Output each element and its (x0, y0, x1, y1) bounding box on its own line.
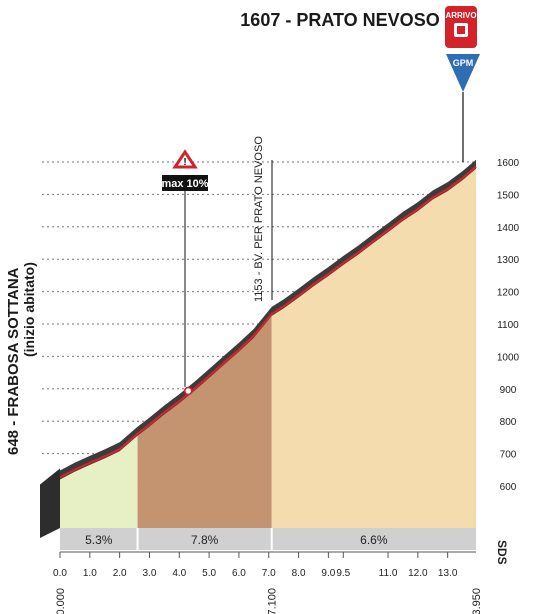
key-distance-label: 13.950 (471, 588, 483, 614)
intermediate-label-group: 1153 - BV. PER PRATO NEVOSO (253, 136, 265, 302)
x-tick-label: 4.0 (172, 568, 186, 579)
arrival-badge-label: ARRIVO (445, 11, 476, 20)
start-sublabel: (inizio abitato) (21, 262, 37, 357)
segment-fill (60, 432, 138, 528)
x-tick-label: 13.0 (438, 568, 458, 579)
x-tick-label: 11.0 (379, 568, 398, 579)
profile-red-line (59, 165, 477, 479)
segment-fill (137, 312, 272, 528)
x-tick-label: 9.0 (321, 568, 335, 579)
y-tick-label: 800 (500, 417, 517, 428)
x-tick-label: 1.0 (83, 568, 97, 579)
warning-triangle-icon (172, 149, 198, 169)
x-tick-label: 2.0 (113, 568, 127, 579)
y-tick-label: 1500 (497, 190, 520, 201)
start-label: 648 - FRABOSA SOTTANA (5, 267, 22, 455)
y-axis: 600 700 800 900 1000 1100 1200 1300 1400 1500 1600 (497, 158, 520, 493)
start-wall (40, 468, 60, 538)
y-tick-label: 1400 (497, 223, 520, 234)
gpm-badge (446, 54, 480, 92)
finish-flag-icon-inner (457, 26, 465, 34)
gradient-label: 6.6% (360, 533, 388, 547)
x-tick-label: 12.0 (408, 568, 428, 579)
y-tick-label: 1600 (497, 158, 520, 169)
y-tick-label: 1000 (497, 352, 520, 363)
gradient-bar-bg (60, 528, 476, 550)
x-tick-label: 5.0 (202, 568, 216, 579)
profile-line (59, 165, 477, 479)
gpm-badge-label: GPM (453, 58, 474, 68)
warning-exclamation-icon: ! (183, 157, 186, 168)
key-distance-label: 7.100 (267, 588, 279, 614)
y-tick-label: 1100 (497, 320, 519, 331)
x-axis: 0.0 1.0 2.0 3.0 4.0 5.0 6.0 7.0 8.0 9.0 9.5 11.0 12.… (53, 551, 483, 614)
max-gradient-box (162, 175, 208, 191)
intermediate-label: 1153 - BV. PER PRATO NEVOSO (253, 136, 265, 302)
y-tick-label: 600 (500, 482, 517, 493)
x-tick-label: 7.0 (262, 568, 276, 579)
gradient-bar: 5.3% 7.8% 6.6% (60, 528, 476, 550)
x-tick-label: 3.0 (143, 568, 157, 579)
sds-logo: SDS (495, 540, 509, 565)
y-tick-label: 900 (500, 385, 517, 396)
gradient-label: 5.3% (85, 533, 113, 547)
segment-fills (60, 165, 476, 528)
y-tick-label: 1300 (497, 255, 520, 266)
x-tick-label: 6.0 (232, 568, 246, 579)
gradient-label: 7.8% (191, 533, 219, 547)
max-gradient-point (183, 386, 193, 396)
y-tick-label: 700 (500, 450, 517, 461)
finish-label: 1607 - PRATO NEVOSO (240, 10, 439, 30)
x-tick-label: 9.5 (336, 568, 350, 579)
sds-logo-text: SDS (495, 540, 509, 565)
segment-fill (271, 165, 476, 528)
x-tick-label: 8.0 (292, 568, 306, 579)
start-label-group: 648 - FRABOSA SOTTANA (inizio abitato) (5, 262, 37, 455)
x-tick-label: 0.0 (53, 568, 67, 579)
key-distance-label: 0.000 (55, 588, 67, 614)
max-gradient-label: max 10% (161, 178, 208, 190)
y-tick-label: 1200 (497, 288, 520, 299)
